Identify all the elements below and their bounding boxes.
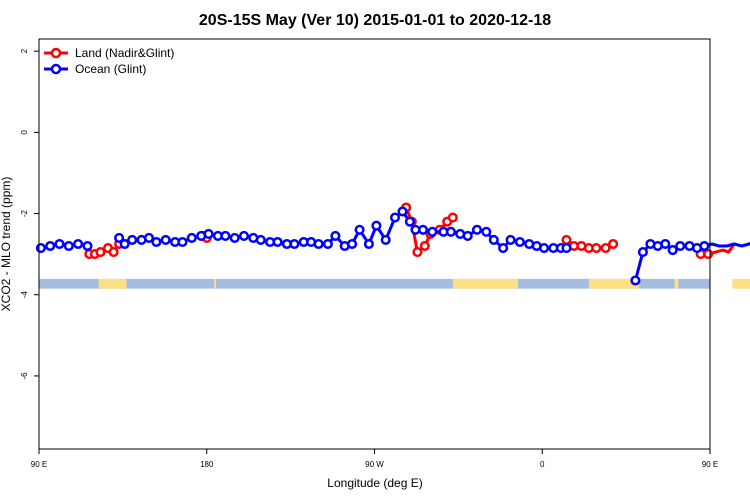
chart-title: 20S-15S May (Ver 10) 2015-01-01 to 2020-…: [199, 12, 551, 29]
data-point: [347, 238, 358, 250]
data-point: [119, 238, 130, 250]
data-point: [371, 220, 382, 231]
legend-marker-land: [50, 47, 62, 59]
x-tick-label: 90 W: [365, 460, 384, 469]
data-point: [380, 234, 391, 245]
data-point: [675, 240, 686, 252]
y-tick-label: 2: [20, 48, 29, 53]
data-point: [363, 238, 374, 250]
y-axis: 2 0 -2 -4 -6: [20, 48, 39, 379]
data-point: [177, 236, 188, 248]
data-point: [255, 234, 266, 245]
y-tick-label: 0: [20, 130, 29, 135]
legend-label-ocean: Ocean (Glint): [75, 62, 146, 76]
data-point: [417, 224, 429, 235]
data-point: [143, 232, 155, 243]
land-strip-segment: [674, 278, 679, 289]
y-tick-label: -6: [20, 372, 29, 380]
data-point: [220, 230, 231, 241]
data-point: [354, 224, 365, 235]
data-point: [637, 247, 648, 258]
data-point: [699, 240, 710, 252]
land-strip-segment: [452, 278, 519, 289]
data-point: [73, 238, 84, 250]
x-axis-label: Longitude (deg E): [327, 476, 422, 490]
legend: Land (Nadir&Glint) Ocean (Glint): [44, 46, 174, 76]
data-point: [591, 243, 602, 254]
legend-item-ocean: Ocean (Glint): [44, 62, 146, 76]
data-point: [608, 238, 619, 250]
data-point: [561, 243, 572, 254]
data-point: [539, 243, 550, 254]
data-point: [561, 234, 572, 245]
data-point: [488, 234, 499, 245]
data-point: [35, 243, 46, 254]
data-point: [160, 234, 171, 245]
data-point: [481, 226, 492, 237]
data-point: [289, 238, 300, 250]
y-tick-label: -4: [20, 291, 29, 299]
data-point: [127, 234, 138, 245]
data-point: [108, 247, 119, 258]
data-point: [63, 240, 74, 252]
data-point: [404, 216, 415, 227]
legend-label-land: Land (Nadir&Glint): [75, 46, 174, 60]
data-point: [419, 240, 430, 252]
y-tick-label: -2: [20, 209, 29, 217]
data-point: [445, 226, 456, 237]
data-point: [203, 228, 214, 239]
x-tick-label: 0: [540, 460, 545, 469]
x-axis: 90 E 180 90 W 0 90 E: [31, 449, 718, 469]
data-point: [95, 247, 106, 258]
data-point: [272, 236, 283, 248]
data-point: [186, 232, 197, 243]
data-point: [389, 212, 401, 223]
data-point: [412, 247, 423, 258]
data-point: [600, 243, 611, 254]
data-point: [151, 236, 162, 248]
surface-strip: [39, 278, 750, 289]
data-point: [498, 243, 509, 254]
data-point: [330, 230, 341, 241]
data-point: [45, 240, 56, 252]
series-layer: [35, 202, 750, 286]
land-strip-segment: [588, 278, 640, 289]
y-axis-label: XCO2 - MLO trend (ppm): [0, 177, 13, 312]
data-point: [703, 249, 714, 260]
data-point: [322, 238, 333, 250]
data-point: [427, 226, 438, 237]
data-point: [514, 236, 525, 248]
land-strip-segment: [214, 278, 217, 289]
legend-item-land: Land (Nadir&Glint): [44, 46, 174, 60]
data-point: [114, 232, 125, 243]
data-point: [505, 234, 516, 245]
data-point: [82, 240, 93, 252]
ocean-strip: [39, 278, 710, 289]
data-point: [313, 238, 324, 250]
x-tick-label: 90 E: [31, 460, 47, 469]
data-point: [471, 224, 483, 235]
data-point: [54, 238, 65, 250]
data-point: [630, 275, 641, 286]
data-point: [447, 212, 458, 223]
x-tick-label: 180: [200, 460, 214, 469]
series-1: [35, 206, 750, 286]
x-tick-label: 90 E: [702, 460, 718, 469]
series-0: [84, 202, 736, 260]
land-strip-segment: [732, 278, 750, 289]
data-point: [660, 238, 671, 250]
data-point: [238, 230, 250, 241]
land-strip-segment: [98, 278, 127, 289]
data-point: [667, 245, 678, 256]
data-point: [229, 232, 240, 243]
data-point: [397, 206, 408, 217]
data-point: [462, 230, 473, 241]
legend-marker-ocean: [50, 63, 62, 75]
